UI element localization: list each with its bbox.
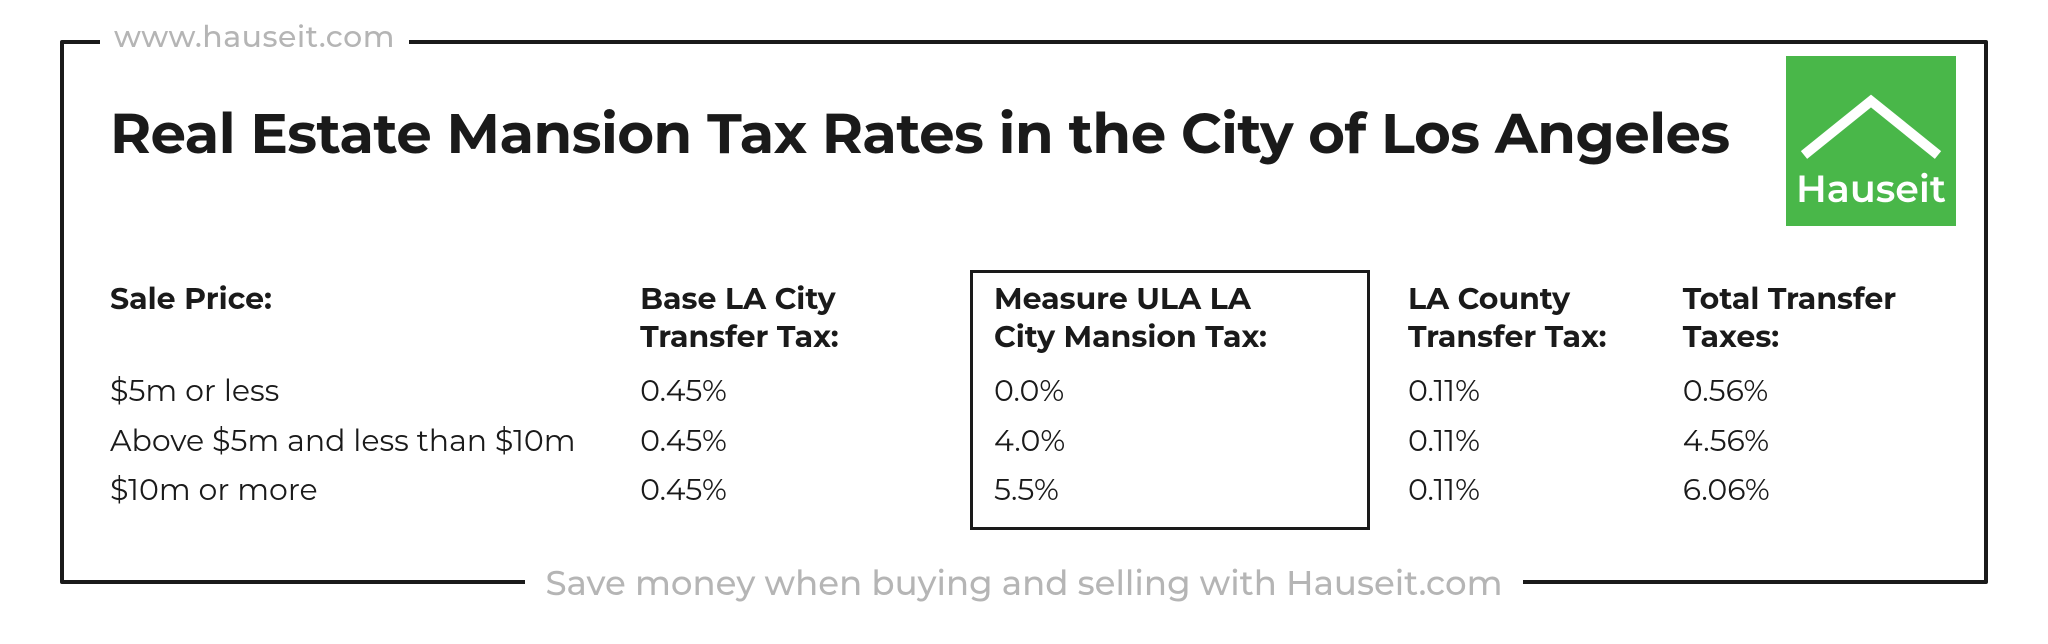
column-header: Base LA City Transfer Tax: [640, 280, 964, 366]
table-cell: $10m or more [110, 465, 640, 515]
table-cell: 0.0% [994, 366, 1318, 416]
table-cell: 0.11% [1408, 416, 1683, 466]
tagline-text: Save money when buying and selling with … [525, 562, 1522, 604]
table-cell: 6.06% [1683, 465, 1938, 515]
source-url: www.hauseit.com [100, 18, 409, 55]
column-header: Total Transfer Taxes: [1683, 280, 1938, 366]
house-roof-icon [1796, 83, 1946, 163]
table-cell: 0.45% [640, 416, 964, 466]
table-cell: 0.45% [640, 465, 964, 515]
page-title: Real Estate Mansion Tax Rates in the Cit… [110, 100, 1730, 168]
table-cell: 0.11% [1408, 366, 1683, 416]
table-cell: 0.56% [1683, 366, 1938, 416]
table-cell: 0.11% [1408, 465, 1683, 515]
table-cell: Above $5m and less than $10m [110, 416, 640, 466]
column-header: LA County Transfer Tax: [1408, 280, 1683, 366]
table-cell: 0.45% [640, 366, 964, 416]
column-header: Measure ULA LA City Mansion Tax: [994, 280, 1318, 366]
column-total-tax: Total Transfer Taxes: 0.56% 4.56% 6.06% [1683, 280, 1938, 515]
column-ula-tax: Measure ULA LA City Mansion Tax: 0.0% 4.… [964, 280, 1348, 515]
table-cell: 4.0% [994, 416, 1318, 466]
tax-rate-table: Sale Price: $5m or less Above $5m and le… [110, 280, 1938, 515]
column-sale-price: Sale Price: $5m or less Above $5m and le… [110, 280, 640, 515]
column-county-tax: LA County Transfer Tax: 0.11% 0.11% 0.11… [1408, 280, 1683, 515]
footer-tagline: Save money when buying and selling with … [0, 562, 2048, 604]
column-base-tax: Base LA City Transfer Tax: 0.45% 0.45% 0… [640, 280, 964, 515]
infographic-page: www.hauseit.com Hauseit Real Estate Mans… [0, 0, 2048, 644]
table-cell: 5.5% [994, 465, 1318, 515]
logo-brand-text: Hauseit [1796, 165, 1946, 212]
table-cell: $5m or less [110, 366, 640, 416]
column-header: Sale Price: [110, 280, 640, 366]
table-cell: 4.56% [1683, 416, 1938, 466]
hauseit-logo: Hauseit [1786, 56, 1956, 226]
